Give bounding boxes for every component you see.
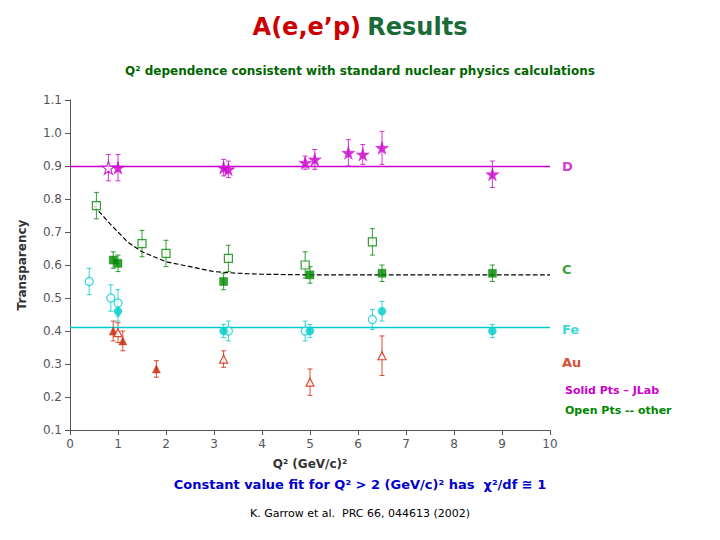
svg-text:Q² dependence consistent with: Q² dependence consistent with standard n… [125,64,595,78]
svg-text:0.2: 0.2 [43,390,62,404]
svg-text:C: C [562,262,572,277]
svg-text:Constant value fit for Q² > 2: Constant value fit for Q² > 2 (GeV/c)² h… [174,477,547,492]
svg-text:0.9: 0.9 [43,159,62,173]
svg-text:Fe: Fe [562,322,579,337]
svg-text:K. Garrow et al. PRC 66, 0446: K. Garrow et al. PRC 66, 044613 (2002) [250,507,470,520]
svg-text:9: 9 [498,437,506,451]
svg-text:Open Pts -- other: Open Pts -- other [565,404,672,417]
svg-text:Solid Pts – JLab: Solid Pts – JLab [565,384,659,397]
svg-text:10: 10 [542,437,557,451]
svg-text:0.8: 0.8 [43,192,62,206]
svg-text:Au: Au [562,355,581,370]
svg-text:0.3: 0.3 [43,357,62,371]
svg-text:3: 3 [210,437,218,451]
svg-text:5: 5 [306,437,314,451]
svg-text:2: 2 [162,437,170,451]
svg-text:6: 6 [354,437,362,451]
svg-text:Results: Results [367,13,467,41]
svg-text:0.6: 0.6 [43,258,62,272]
svg-text:0.5: 0.5 [43,291,62,305]
svg-text:A(e,e’p): A(e,e’p) [253,13,361,41]
svg-text:Transparency: Transparency [15,219,29,310]
svg-text:D: D [562,159,573,174]
svg-text:Q² (GeV/c)²: Q² (GeV/c)² [273,457,348,471]
svg-text:1: 1 [114,437,122,451]
svg-text:1.1: 1.1 [43,93,62,107]
svg-text:4: 4 [258,437,266,451]
svg-text:8: 8 [450,437,458,451]
svg-text:1.0: 1.0 [43,126,62,140]
svg-text:7: 7 [402,437,410,451]
svg-text:0.4: 0.4 [43,324,62,338]
svg-text:0: 0 [66,437,74,451]
svg-text:0.1: 0.1 [43,423,62,437]
svg-text:0.7: 0.7 [43,225,62,239]
